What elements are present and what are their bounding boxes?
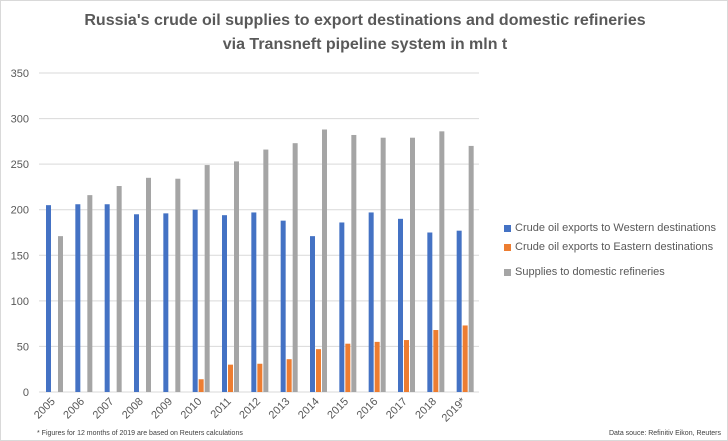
y-tick-label: 300 [11, 114, 29, 126]
bar-western-2018 [427, 232, 433, 392]
source-note: Data souce: Refinitiv Eikon, Reuters [608, 430, 721, 437]
y-tick-label: 200 [11, 205, 29, 217]
bar-domestic-2019* [468, 145, 474, 392]
legend-label: Crude oil exports to Western destination… [515, 222, 716, 234]
bar-western-2007 [104, 204, 110, 392]
bar-domestic-2015 [351, 134, 357, 392]
legend-label: Supplies to domestic refineries [515, 266, 665, 278]
bar-domestic-2017 [410, 137, 415, 392]
bar-eastern-2015 [345, 343, 351, 392]
bar-domestic-2007 [116, 186, 122, 392]
bar-eastern-2018 [433, 330, 439, 392]
bar-domestic-2006 [87, 195, 93, 392]
legend-swatch [504, 224, 511, 232]
bar-eastern-2012 [257, 363, 263, 392]
bar-eastern-2011 [228, 364, 233, 392]
legend-item-western: Crude oil exports to Western destination… [504, 222, 716, 234]
x-tick-label: 2012 [237, 396, 263, 422]
bar-domestic-2013 [292, 143, 298, 392]
y-tick-label: 50 [17, 341, 29, 353]
legend-item-eastern: Crude oil exports to Eastern destination… [504, 241, 713, 253]
bar-domestic-2010 [204, 165, 210, 392]
bar-eastern-2010 [198, 379, 204, 392]
legend-label: Crude oil exports to Eastern destination… [515, 241, 714, 253]
legend-swatch [504, 268, 511, 276]
y-tick-label: 100 [11, 296, 29, 308]
bar-domestic-2005 [58, 236, 63, 392]
legend-item-domestic: Supplies to domestic refineries [504, 266, 665, 278]
chart-title: Russia's crude oil supplies to export de… [1, 9, 727, 57]
bar-domestic-2018 [439, 131, 445, 392]
bar-western-2019* [456, 230, 462, 392]
x-tick-label: 2019* [440, 395, 469, 424]
y-tick-label: 250 [11, 159, 29, 171]
x-tick-label: 2008 [120, 396, 146, 422]
bar-western-2017 [398, 218, 403, 392]
bar-western-2016 [368, 212, 374, 392]
x-tick-label: 2015 [325, 396, 351, 422]
bar-western-2012 [251, 212, 257, 392]
title-line-2: via Transneft pipeline system in mln t [222, 36, 508, 53]
bar-western-2005 [46, 205, 51, 392]
bar-western-2010 [192, 209, 198, 392]
y-tick-label: 150 [11, 250, 29, 262]
x-tick-label: 2011 [209, 396, 234, 421]
bar-domestic-2016 [380, 137, 386, 392]
x-tick-label: 2017 [384, 396, 410, 422]
y-tick-label: 350 [11, 68, 29, 80]
x-tick-label: 2018 [413, 396, 439, 422]
bar-eastern-2016 [374, 341, 380, 392]
y-tick-label: 0 [23, 387, 29, 399]
x-tick-label: 2014 [296, 396, 322, 422]
bar-eastern-2014 [316, 349, 321, 392]
bar-western-2011 [222, 215, 227, 392]
bar-domestic-2014 [322, 129, 327, 392]
bar-western-2009 [163, 213, 169, 392]
x-tick-label: 2006 [61, 396, 87, 422]
x-tick-label: 2010 [179, 396, 205, 422]
x-tick-label: 2005 [32, 396, 58, 422]
bar-domestic-2012 [263, 149, 269, 392]
x-tick-label: 2009 [149, 396, 175, 422]
x-tick-label: 2013 [267, 396, 293, 422]
footnote: * Figures for 12 months of 2019 are base… [37, 430, 243, 437]
bar-western-2006 [75, 204, 81, 392]
x-tick-label: 2007 [91, 396, 117, 422]
bar-eastern-2017 [404, 340, 409, 392]
x-tick-label: 2016 [355, 396, 381, 422]
bar-domestic-2009 [175, 178, 181, 392]
bar-domestic-2008 [146, 177, 151, 392]
bar-western-2015 [339, 222, 345, 392]
bar-domestic-2011 [234, 161, 239, 392]
title-line-1: Russia's crude oil supplies to export de… [84, 12, 646, 29]
bar-western-2013 [280, 220, 286, 392]
bar-eastern-2013 [286, 359, 292, 392]
bar-western-2014 [310, 236, 315, 392]
bar-eastern-2019* [462, 325, 468, 392]
bar-western-2008 [134, 214, 139, 392]
legend-swatch [504, 243, 511, 251]
